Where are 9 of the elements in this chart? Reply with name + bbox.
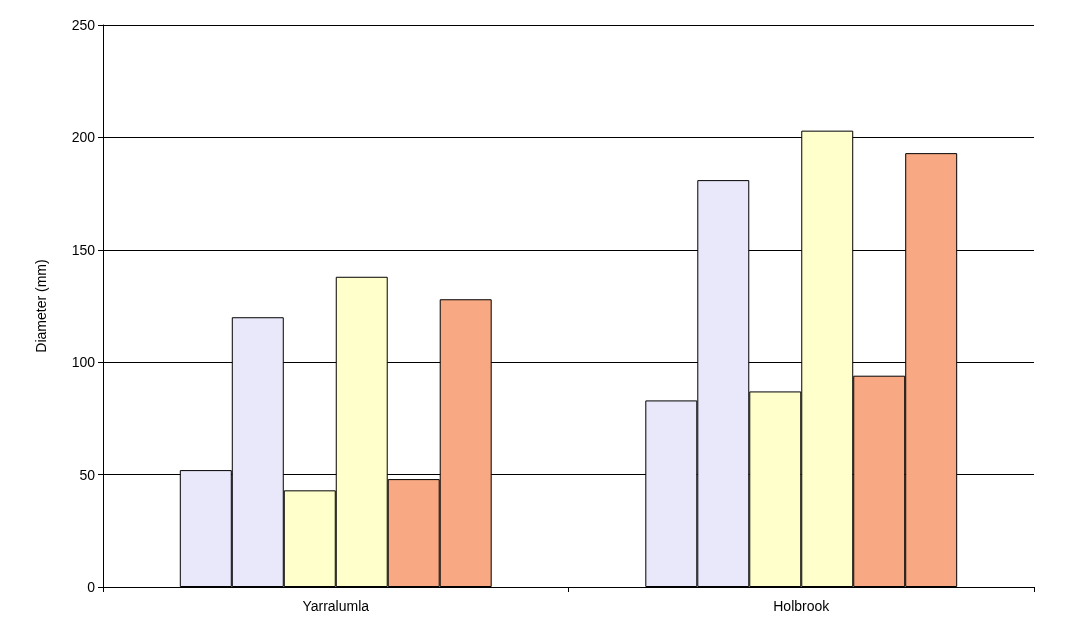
x-tick-label: Yarralumla — [302, 598, 370, 614]
y-tick-label: 150 — [71, 241, 96, 258]
x-tick-label: Holbrook — [773, 598, 831, 614]
y-tick-label: 50 — [79, 466, 96, 483]
y-tick-label: 0 — [87, 579, 96, 595]
y-tick-label: 200 — [71, 129, 96, 146]
y-tick-label: 100 — [71, 354, 96, 371]
y-tick-label: 250 — [71, 17, 96, 33]
y-axis-title: Diameter (mm) — [33, 259, 49, 353]
